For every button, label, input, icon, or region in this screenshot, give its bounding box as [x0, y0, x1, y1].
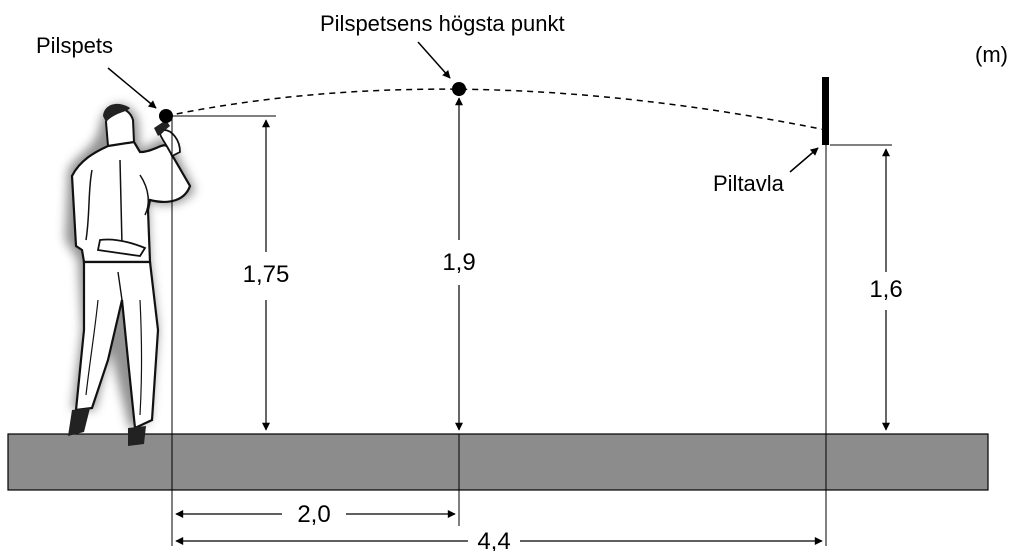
apex-point [452, 82, 466, 96]
dartboard-bar [822, 77, 829, 145]
dart-trajectory [165, 88, 827, 131]
dart-tip-point [159, 109, 173, 123]
apex-distance-label: 2,0 [297, 501, 330, 528]
release-height-label: 1,75 [243, 261, 290, 288]
dart-tip-pointer [107, 67, 157, 109]
unit-label: (m) [975, 42, 1008, 67]
apex-height-label: 1,9 [442, 249, 475, 276]
dart-tip-label: Pilspets [36, 33, 113, 58]
dartboard-pointer [789, 147, 819, 173]
board-height-label: 1,6 [869, 276, 902, 303]
ground [7, 433, 989, 491]
person-throwing-dart-icon [65, 103, 195, 446]
apex-label: Pilspetsens högsta punkt [320, 11, 565, 36]
apex-pointer [417, 41, 451, 79]
board-distance-label: 4,4 [477, 528, 510, 551]
dartboard-label: Piltavla [713, 171, 785, 196]
